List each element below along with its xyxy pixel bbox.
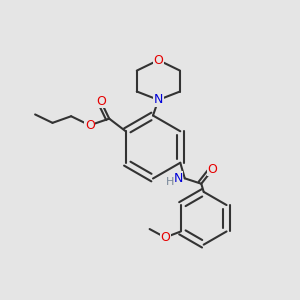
- Text: N: N: [173, 172, 183, 185]
- Text: H: H: [166, 177, 174, 187]
- Text: O: O: [96, 95, 106, 108]
- Text: O: O: [85, 119, 95, 132]
- Text: N: N: [154, 93, 163, 106]
- Text: O: O: [154, 54, 163, 67]
- Text: O: O: [208, 163, 218, 176]
- Text: O: O: [160, 231, 170, 244]
